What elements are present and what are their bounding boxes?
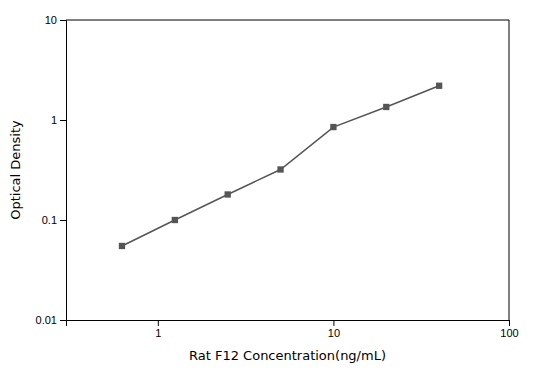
- axis-line: [60, 21, 67, 321]
- x-axis: 1 10 100: [67, 320, 519, 339]
- tick: 1: [51, 114, 66, 126]
- tick-mark: [333, 320, 334, 326]
- tick-label: 1: [51, 114, 57, 126]
- marker: [277, 166, 283, 172]
- y-axis: 0.01 0.1 1 10: [36, 14, 67, 326]
- tick-mark: [60, 320, 66, 321]
- marker: [119, 243, 125, 249]
- plot: 1 10 100 0.01 0.1 1 10: [36, 14, 519, 339]
- tick-label: 1: [155, 327, 161, 339]
- y-axis-title: Optical Density: [8, 120, 23, 220]
- series: [119, 83, 442, 250]
- tick: 1: [155, 320, 161, 339]
- frame: [509, 20, 510, 320]
- tick-label: 0.01: [36, 314, 57, 326]
- marker: [172, 217, 178, 223]
- x-axis-title: Rat F12 Concentration(ng/mL): [189, 348, 386, 363]
- line: [122, 86, 439, 246]
- tick-mark: [158, 320, 159, 326]
- tick: 0.01: [36, 314, 66, 326]
- tick-mark: [60, 220, 66, 221]
- tick-label: 10: [45, 14, 57, 26]
- tick: 0.1: [42, 214, 66, 226]
- tick-mark: [60, 120, 66, 121]
- tick-label: 10: [328, 327, 340, 339]
- frame: [66, 20, 509, 21]
- chart: 1 10 100 0.01 0.1 1 10 Rat F12 Concentration(ng…: [0, 0, 533, 372]
- tick-label: 0.1: [42, 214, 57, 226]
- marker: [330, 124, 336, 130]
- tick: 100: [500, 320, 518, 339]
- marker: [225, 191, 231, 197]
- tick-mark: [509, 320, 510, 326]
- axis-line: [67, 321, 510, 327]
- tick-label: 100: [500, 327, 518, 339]
- tick: 10: [328, 320, 340, 339]
- tick: 10: [45, 14, 66, 26]
- tick-mark: [60, 20, 66, 21]
- marker: [436, 83, 442, 89]
- marker: [383, 104, 389, 110]
